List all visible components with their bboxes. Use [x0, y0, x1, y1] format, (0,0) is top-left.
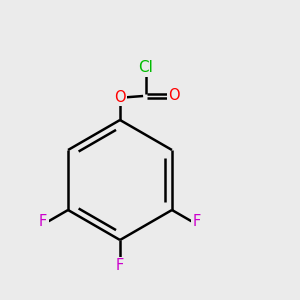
Text: O: O [169, 88, 180, 104]
Text: O: O [114, 90, 126, 105]
Text: Cl: Cl [138, 60, 153, 75]
Text: F: F [116, 258, 124, 273]
Text: F: F [193, 214, 201, 229]
Text: F: F [39, 214, 47, 229]
